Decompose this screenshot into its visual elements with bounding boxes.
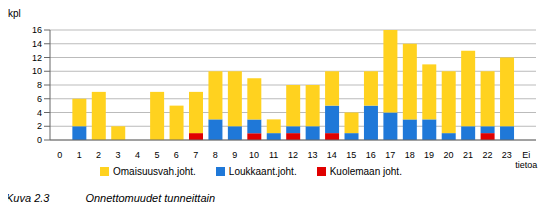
svg-text:8: 8 [37,80,42,90]
svg-text:10: 10 [32,66,42,76]
svg-text:16: 16 [366,150,376,160]
svg-text:20: 20 [444,150,454,160]
svg-text:0: 0 [37,135,42,145]
svg-text:12: 12 [32,53,42,63]
svg-text:13: 13 [307,150,317,160]
svg-text:10: 10 [249,150,259,160]
html-text:Loukkaant.joht.: Loukkaant.joht. [228,166,297,177]
html-text:Kuva 2.3: Kuva 2.3 [6,192,50,204]
svg-text:17: 17 [385,150,395,160]
svg-text:2: 2 [96,150,101,160]
svg-text:21: 21 [463,150,473,160]
svg-text:15: 15 [346,150,356,160]
svg-text:8: 8 [213,150,218,160]
svg-text:19: 19 [424,150,434,160]
svg-text:14: 14 [32,39,42,49]
svg-text:4: 4 [135,150,140,160]
svg-text:22: 22 [482,150,492,160]
svg-text:18: 18 [405,150,415,160]
svg-text:23: 23 [502,150,512,160]
svg-text:2: 2 [37,121,42,131]
svg-text:6: 6 [37,94,42,104]
svg-text:7: 7 [193,150,198,160]
html-text:kpl: kpl [8,8,21,19]
svg-text:Eitietoa: Eitietoa [515,150,537,170]
svg-text:0: 0 [57,150,62,160]
svg-text:5: 5 [154,150,159,160]
svg-text:4: 4 [37,108,42,118]
svg-text:14: 14 [327,150,337,160]
svg-text:12: 12 [288,150,298,160]
svg-text:1: 1 [77,150,82,160]
svg-text:16: 16 [32,25,42,35]
html-text:Omaisuusvah.joht.: Omaisuusvah.joht. [113,166,196,177]
html-text:Onnettomuudet tunneittain: Onnettomuudet tunneittain [85,192,216,204]
svg-text:9: 9 [232,150,237,160]
svg-text:3: 3 [116,150,121,160]
svg-text:11: 11 [269,150,278,160]
svg-text:6: 6 [174,150,179,160]
html-text:Kuolemaan joht.: Kuolemaan joht. [329,166,402,177]
